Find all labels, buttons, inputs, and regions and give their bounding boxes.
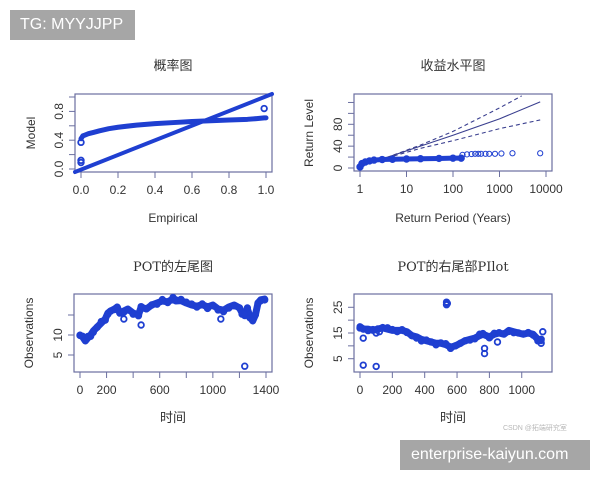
return-level-plot-panel: 收益水平图 1 10 100 1000 10000 0 40 80 Return Period… [302, 59, 563, 225]
x-tick-label: 10000 [529, 182, 563, 196]
y-tick-label: 5 [331, 355, 345, 362]
x-tick-label: 0.2 [110, 183, 127, 197]
x-tick-label: 0.4 [147, 183, 164, 197]
plot-area: 1 10 100 1000 10000 0 40 80 [331, 94, 563, 196]
y-tick-label: 0.8 [52, 103, 66, 120]
data-point [530, 332, 536, 338]
data-point [78, 140, 84, 146]
x-tick-label: 0.6 [184, 183, 201, 197]
x-tick-label: 10 [400, 182, 414, 196]
figure-canvas: 概率图 0.0 0.2 0.4 0.6 0.8 1.0 0.0 0.4 0.8 Empirica… [0, 0, 600, 480]
data-point [487, 151, 492, 156]
y-tick-label: 0 [331, 164, 345, 171]
y-tick-label: 15 [331, 326, 345, 340]
data-point [242, 363, 248, 369]
observation-band [81, 118, 266, 139]
x-tick-label: 1000 [508, 383, 535, 397]
x-tick-label: 1000 [486, 182, 513, 196]
y-tick-label: 5 [51, 351, 65, 358]
data-point [121, 316, 127, 322]
data-point [360, 362, 366, 368]
data-point [252, 311, 258, 317]
watermark-badge-top: TG: MYYJJPP [10, 10, 135, 40]
x-axis-label: Empirical [148, 211, 197, 225]
data-point [236, 305, 242, 311]
x-tick-label: 1 [357, 182, 364, 196]
x-tick-label: 400 [415, 383, 435, 397]
watermark-badge-bottom: enterprise-kaiyun.com [400, 440, 590, 470]
x-tick-label: 100 [443, 182, 463, 196]
y-tick-label: 10 [51, 328, 65, 342]
data-point [492, 151, 497, 156]
pot-left-tail-plot-panel: POT的左尾图 0 200 600 1000 1400 5 10 时间 Observatio… [22, 259, 280, 426]
x-tick-label: 200 [382, 383, 402, 397]
x-tick-label: 0 [357, 383, 364, 397]
y-axis-label: Observations [22, 298, 36, 369]
plot-area: 0.0 0.2 0.4 0.6 0.8 1.0 0.0 0.4 0.8 [52, 94, 275, 197]
data-point [244, 305, 250, 311]
x-axis-label: 时间 [160, 411, 186, 426]
data-point [373, 364, 379, 370]
data-point [510, 151, 515, 156]
y-tick-label: 0.0 [52, 160, 66, 177]
chart-title: POT的左尾图 [133, 259, 213, 275]
data-point [480, 330, 486, 336]
data-point [261, 297, 267, 303]
plot-area: 0 200 400 600 800 1000 5 15 25 [331, 294, 552, 397]
data-point [482, 351, 488, 357]
y-axis-label: Observations [302, 298, 316, 369]
data-point [199, 301, 205, 307]
csdn-watermark: CSDN @拓端研究室 [503, 423, 567, 433]
data-point [445, 301, 451, 307]
chart-title: 概率图 [153, 58, 192, 74]
data-point [499, 151, 504, 156]
x-axis-label: Return Period (Years) [395, 211, 511, 225]
x-tick-label: 1400 [253, 383, 280, 397]
data-point [102, 317, 108, 323]
x-tick-label: 0 [77, 383, 84, 397]
x-tick-label: 200 [97, 383, 117, 397]
data-point [138, 322, 144, 328]
x-tick-label: 800 [479, 383, 499, 397]
data-point [135, 313, 141, 319]
data-point [495, 339, 501, 345]
x-tick-label: 0.0 [73, 183, 90, 197]
y-tick-label: 0.4 [52, 132, 66, 149]
pot-right-tail-plot-panel: POT的右尾部PIlot 0 200 400 600 800 1000 5 15 25 时间 O… [302, 259, 552, 426]
y-axis-label: Model [24, 117, 38, 150]
data-point [164, 299, 170, 305]
y-tick-label: 80 [331, 117, 345, 131]
reference-line [75, 94, 272, 172]
data-point [540, 329, 546, 335]
plot-area: 0 200 600 1000 1400 5 10 [51, 294, 280, 397]
x-tick-label: 1000 [200, 383, 227, 397]
y-axis-label: Return Level [302, 99, 316, 167]
chart-title: POT的右尾部PIlot [397, 259, 509, 275]
x-tick-label: 1.0 [258, 183, 275, 197]
y-tick-label: 25 [331, 300, 345, 314]
data-point [261, 106, 267, 112]
data-point [154, 301, 160, 307]
x-tick-label: 600 [447, 383, 467, 397]
x-tick-label: 600 [150, 383, 170, 397]
data-point [218, 316, 224, 322]
data-point [360, 335, 366, 341]
data-point [538, 151, 543, 156]
pp-plot-panel: 概率图 0.0 0.2 0.4 0.6 0.8 1.0 0.0 0.4 0.8 Empirica… [24, 58, 275, 225]
x-tick-label: 0.8 [221, 183, 238, 197]
y-tick-label: 40 [331, 139, 345, 153]
chart-title: 收益水平图 [420, 59, 485, 74]
x-axis-label: 时间 [440, 411, 466, 426]
